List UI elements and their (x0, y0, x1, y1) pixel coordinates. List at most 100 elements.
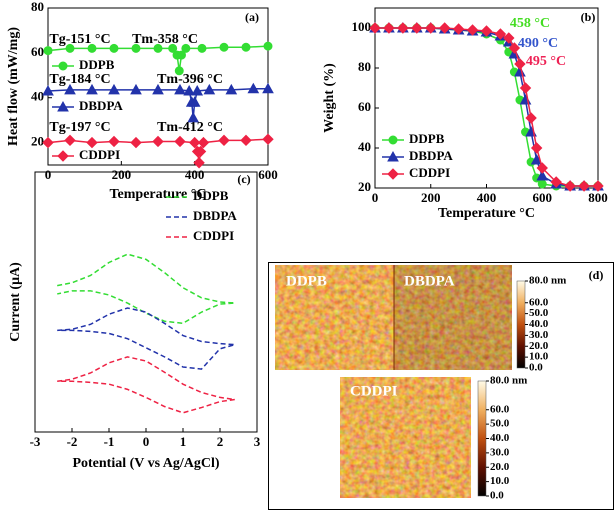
marker (130, 83, 142, 95)
legend-label: DDPB (79, 57, 115, 72)
marker (65, 43, 75, 53)
x-tick-label: -3 (30, 434, 41, 449)
marker (397, 22, 409, 34)
marker (537, 179, 547, 189)
legend-marker (387, 168, 399, 180)
annotation: 495 °C (526, 54, 566, 69)
colorbar-tick-label: 20.0 (490, 461, 510, 473)
colorbar-tick-label: 10.0 (529, 351, 549, 363)
marker (219, 42, 229, 52)
marker (452, 23, 465, 35)
image-label: CDDPI (350, 383, 398, 399)
colorbar-tick-label: 40.0 (529, 318, 549, 330)
legend-marker (388, 135, 398, 145)
annotation: Tm-396 °C (157, 72, 223, 87)
afm-image-bottom (340, 377, 471, 498)
marker (193, 157, 205, 169)
colorbar-tick-label: 10.0 (490, 475, 510, 487)
marker (194, 145, 207, 158)
y-tick-label: 100 (352, 19, 372, 34)
colorbar-tick-label: 40.0 (490, 432, 510, 444)
y-tick-label: 80 (31, 0, 44, 14)
x-tick-label: 0 (143, 434, 150, 449)
annotation: Tm-358 °C (132, 32, 198, 47)
panel-label: (d) (589, 268, 604, 282)
marker (174, 66, 184, 76)
legend-marker (57, 150, 69, 162)
x-tick-label: 2 (217, 434, 224, 449)
annotation: Tg-184 °C (49, 72, 110, 87)
x-tick-label: 3 (254, 434, 261, 449)
colorbar-tick-label: 30.0 (529, 329, 549, 341)
y-tick-label: 60 (31, 44, 44, 59)
colorbar-tick-label: 80.0 nm (490, 375, 527, 387)
y-tick-label: 20 (358, 179, 371, 194)
marker (176, 50, 186, 60)
annotation: Tm-412 °C (157, 120, 223, 135)
marker (174, 135, 186, 148)
marker (108, 83, 120, 95)
x-tick-label: 800 (588, 190, 608, 205)
x-axis-label: Temperature °C (110, 187, 207, 202)
marker (197, 136, 210, 149)
x-tick-label: 400 (477, 190, 497, 205)
marker (183, 84, 196, 96)
marker (425, 22, 437, 34)
marker (188, 96, 201, 107)
marker (592, 180, 604, 192)
series-line (47, 87, 268, 118)
image-label: DBDPA (404, 273, 455, 289)
x-tick-label: 0 (372, 190, 379, 205)
legend-marker (387, 150, 399, 162)
marker (466, 24, 479, 36)
annotation: 458 °C (510, 16, 550, 31)
image-label: DDPB (286, 273, 327, 289)
x-tick-label: -1 (104, 434, 115, 449)
marker (550, 176, 562, 188)
panel-label: (a) (245, 10, 259, 24)
marker (494, 28, 507, 40)
marker (191, 84, 204, 96)
marker (86, 83, 98, 95)
marker (131, 43, 141, 53)
marker (369, 22, 381, 34)
panel-label: (c) (237, 172, 250, 186)
x-tick-label: 600 (258, 167, 278, 182)
marker (225, 83, 238, 95)
marker (152, 135, 164, 148)
legend-label: DBDPA (193, 208, 237, 223)
x-tick-label: 0 (45, 167, 52, 182)
y-axis-label: Heat flow (mW/mg) (6, 27, 21, 146)
colorbar-tick-label: 50.0 (490, 418, 510, 430)
colorbar-tick-label: 30.0 (490, 446, 510, 458)
colorbar-tick-label: 50.0 (529, 307, 549, 319)
marker (578, 180, 590, 192)
afm-shade (394, 265, 512, 370)
colorbar-tick-label: 60.0 (529, 296, 549, 308)
marker (108, 135, 120, 148)
series-line (57, 356, 235, 414)
marker (188, 136, 201, 149)
y-tick-label: 80 (358, 59, 371, 74)
marker (247, 82, 260, 94)
marker (130, 136, 142, 149)
x-tick-label: -2 (67, 434, 78, 449)
legend-label: CDDPI (79, 147, 120, 162)
x-tick-label: 1 (180, 434, 187, 449)
marker (411, 22, 423, 34)
annotation: Tg-151 °C (49, 32, 110, 47)
x-axis-label: Temperature °C (438, 206, 535, 221)
marker (109, 43, 119, 53)
colorbar-tick-label: 60.0 (490, 403, 510, 415)
x-tick-label: 200 (112, 167, 132, 182)
y-tick-label: 60 (358, 99, 371, 114)
legend-label: DBDPA (409, 148, 453, 163)
marker (262, 82, 274, 94)
colorbar (477, 380, 487, 497)
y-tick-label: 40 (358, 139, 371, 154)
marker (383, 22, 395, 34)
marker (240, 134, 252, 147)
x-tick-label: 400 (185, 167, 205, 182)
series-line (57, 307, 236, 370)
